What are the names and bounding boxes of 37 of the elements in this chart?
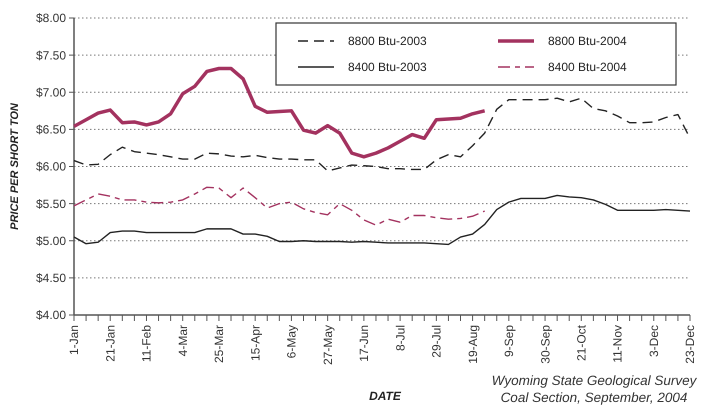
x-tick-label: 11-Nov (610, 325, 625, 363)
x-axis-title: DATE (369, 389, 402, 403)
line-series (73, 186, 486, 226)
line-series (73, 194, 691, 246)
text: Wyoming State Geological Survey Coal Section, September, 2004 (492, 373, 698, 405)
x-tick-label: 15-Apr (248, 325, 262, 362)
x-tick-label: 11-Feb (140, 324, 154, 362)
x-tick-label: 21-Jan (103, 325, 118, 362)
y-tick-label: $7.00 (36, 85, 66, 100)
y-axis-title: PRICE PER SHORT TON (9, 102, 21, 230)
x-tick-label: 4-Mar (176, 325, 190, 356)
x-tick-label: 1-Jan (67, 325, 82, 356)
x-tick-label: 17-Jun (357, 325, 372, 362)
x-tick-label: 8-Jul (393, 325, 408, 352)
y-tick-label: $5.50 (36, 196, 66, 211)
legend-label: 8800 Btu-2003 (348, 34, 428, 48)
legend-label: 8400 Btu-2003 (348, 60, 428, 74)
legend-label: 8800 Btu-2004 (548, 34, 628, 48)
x-tick-label: 25-Mar (212, 325, 226, 364)
y-tick-label: $6.50 (36, 122, 66, 137)
x-tick-label: 23-Dec (683, 325, 698, 364)
x-tick-label: 9-Sep (502, 324, 516, 358)
y-tick-label: $6.00 (36, 160, 66, 174)
x-tick-label: 6-May (284, 325, 299, 358)
x-tick-label: 3-Dec (646, 325, 661, 358)
x-tick-label: 19-Aug (466, 325, 480, 364)
y-tick-label: $5.00 (36, 234, 66, 248)
x-tick-label: 29-Jul (430, 325, 444, 358)
y-tick-label: $7.50 (36, 48, 66, 62)
y-tick-label: $4.00 (36, 308, 66, 322)
legend-label: 8400 Btu-2004 (548, 60, 628, 74)
x-tick-label: 27-May (320, 325, 335, 366)
line-series (73, 97, 691, 172)
y-tick-label: $8.00 (36, 11, 66, 26)
x-tick-label: 21-Oct (574, 324, 588, 362)
x-tick-label: 30-Sep (538, 324, 552, 364)
y-tick-label: $4.50 (36, 271, 66, 286)
